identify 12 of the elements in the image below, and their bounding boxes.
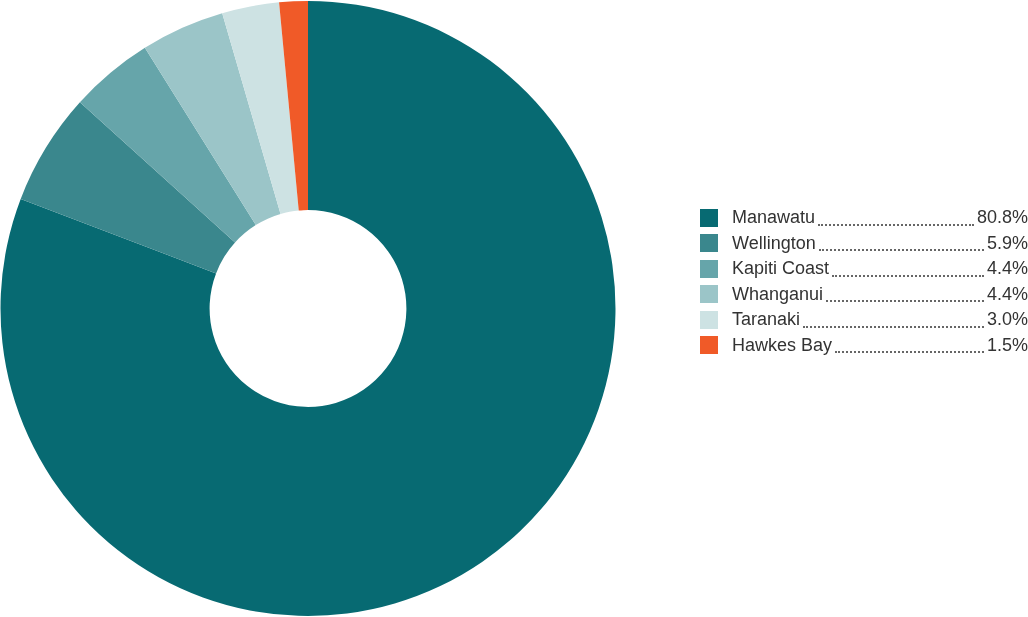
legend-label: Wellington — [732, 232, 816, 254]
legend-label: Taranaki — [732, 309, 801, 331]
legend-label: Manawatu — [732, 207, 816, 229]
legend-label: Whanganui — [732, 283, 824, 305]
legend-label: Hawkes Bay — [732, 334, 833, 356]
data-label: 4.4% — [986, 258, 1028, 280]
data-label: 3.0% — [986, 309, 1028, 331]
data-label: 1.5% — [986, 334, 1028, 356]
data-label: 4.4% — [986, 283, 1028, 305]
data-label: 5.9% — [986, 232, 1028, 254]
data-label: 80.8% — [976, 207, 1028, 229]
legend-label: Kapiti Coast — [732, 258, 830, 280]
